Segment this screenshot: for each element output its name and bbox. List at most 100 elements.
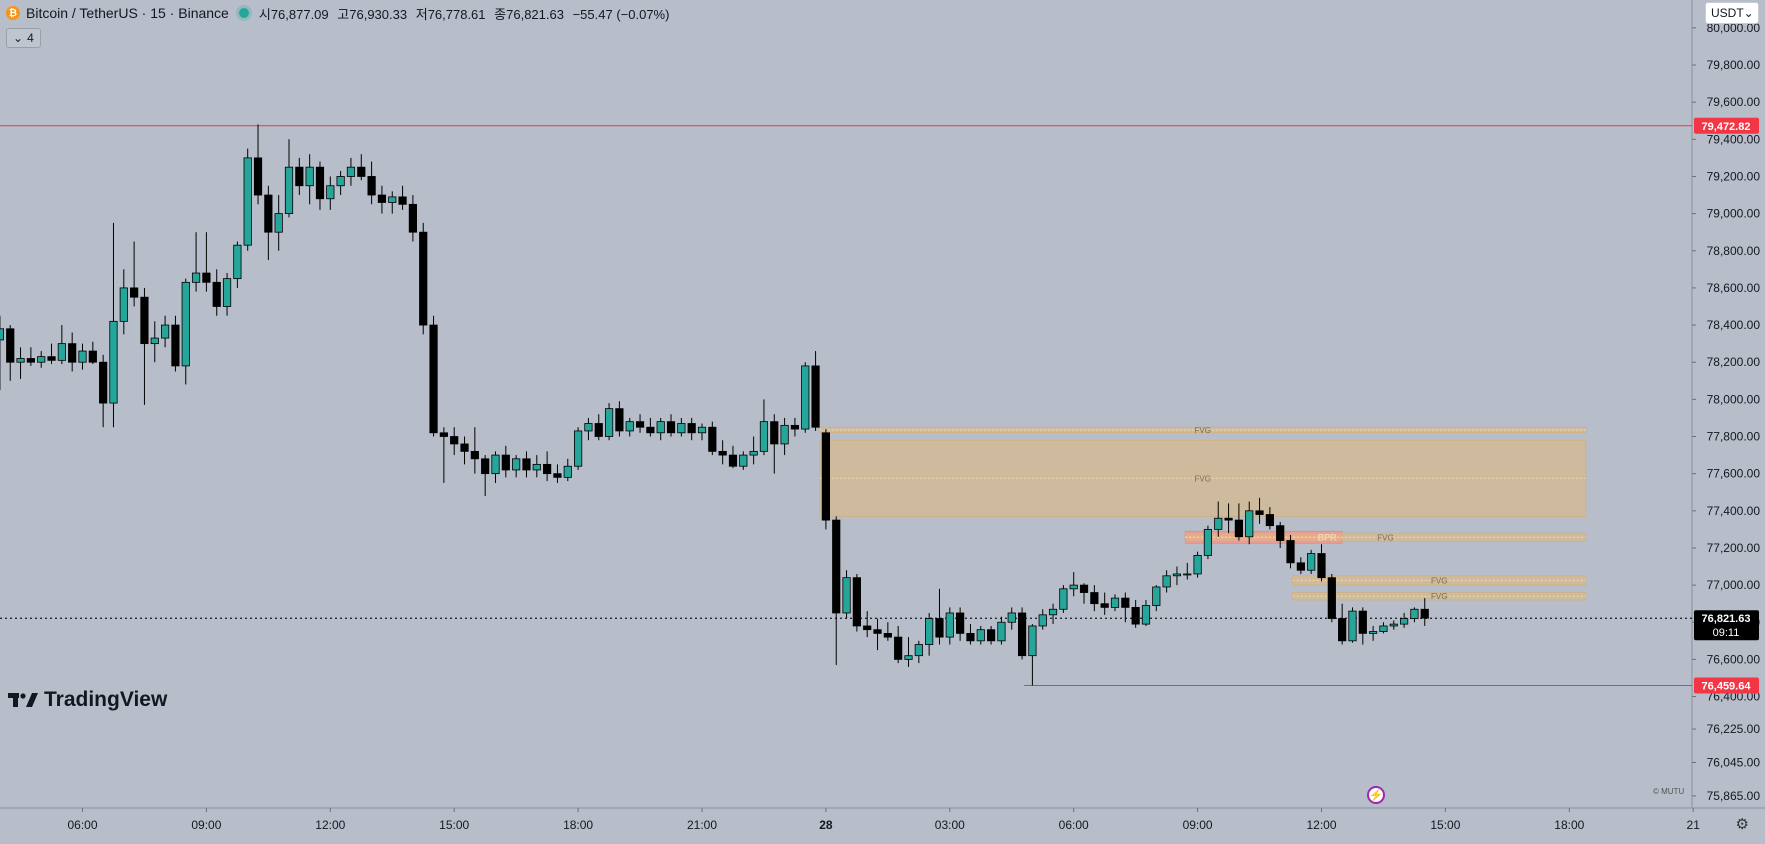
candle[interactable] — [6, 325, 15, 381]
candle[interactable] — [574, 427, 583, 470]
candle[interactable] — [470, 427, 479, 474]
candle[interactable] — [553, 464, 562, 483]
candle[interactable] — [68, 332, 77, 372]
candle[interactable] — [450, 427, 459, 456]
tradingview-logo[interactable]: TradingView — [8, 688, 167, 712]
candle[interactable] — [439, 427, 448, 483]
market-status-icon[interactable] — [238, 8, 249, 18]
candle[interactable] — [1224, 503, 1233, 534]
candle[interactable] — [1038, 609, 1047, 630]
candle[interactable] — [326, 176, 335, 210]
candle[interactable] — [202, 232, 211, 292]
candle[interactable] — [377, 185, 387, 214]
candle[interactable] — [109, 222, 118, 428]
candle[interactable] — [367, 161, 376, 205]
candle[interactable] — [1379, 622, 1388, 634]
candle[interactable] — [615, 401, 624, 437]
candle[interactable] — [604, 403, 614, 441]
candle[interactable] — [914, 640, 923, 664]
candle[interactable] — [1059, 585, 1068, 613]
candle[interactable] — [233, 241, 242, 288]
candle[interactable] — [1121, 592, 1130, 623]
candle[interactable] — [1172, 566, 1182, 586]
candle[interactable] — [1214, 501, 1223, 537]
candle[interactable] — [16, 347, 25, 379]
candle[interactable] — [842, 570, 851, 619]
candle[interactable] — [584, 417, 593, 441]
candle[interactable] — [388, 191, 397, 214]
lightning-icon[interactable]: ⚡ — [1367, 786, 1385, 804]
candle[interactable] — [966, 624, 975, 645]
candle[interactable] — [1400, 612, 1409, 628]
candle[interactable] — [811, 351, 820, 431]
candle[interactable] — [1234, 503, 1243, 541]
candle[interactable] — [925, 612, 934, 656]
candle[interactable] — [160, 315, 170, 348]
candle[interactable] — [697, 423, 707, 441]
candle[interactable] — [1048, 603, 1058, 625]
candle[interactable] — [171, 315, 180, 372]
candle[interactable] — [429, 315, 438, 437]
candle[interactable] — [264, 185, 273, 261]
candle[interactable] — [212, 269, 221, 316]
candle[interactable] — [883, 622, 892, 641]
candle[interactable] — [1183, 562, 1192, 580]
candle[interactable] — [635, 414, 645, 433]
candle[interactable] — [801, 362, 810, 433]
candle[interactable] — [852, 573, 861, 632]
candle[interactable] — [284, 139, 294, 218]
candle[interactable] — [1296, 557, 1305, 574]
symbol-title[interactable]: Bitcoin / TetherUS · 15 · Binance — [26, 5, 229, 21]
candle[interactable] — [1203, 525, 1213, 560]
candle[interactable] — [295, 157, 304, 196]
candle[interactable] — [1307, 549, 1316, 574]
candle[interactable] — [656, 417, 665, 441]
currency-select[interactable]: USDT ⌄ — [1705, 2, 1759, 24]
candle[interactable] — [790, 417, 800, 437]
candle[interactable] — [222, 273, 232, 316]
candle[interactable] — [491, 451, 500, 483]
candle[interactable] — [357, 154, 366, 181]
candle[interactable] — [78, 343, 87, 370]
candle[interactable] — [1265, 507, 1274, 530]
candle[interactable] — [863, 611, 872, 638]
candle[interactable] — [1141, 599, 1151, 626]
candle[interactable] — [130, 241, 139, 307]
candle[interactable] — [563, 458, 572, 482]
candle[interactable] — [1193, 551, 1202, 578]
gear-icon[interactable]: ⚙ — [1735, 816, 1749, 833]
candle[interactable] — [821, 429, 831, 530]
candle[interactable] — [1131, 599, 1140, 628]
candle[interactable] — [1007, 607, 1016, 630]
candle[interactable] — [646, 417, 655, 437]
candle[interactable] — [1348, 607, 1357, 643]
candle[interactable] — [253, 124, 263, 205]
candle[interactable] — [976, 625, 985, 645]
candle[interactable] — [935, 588, 944, 645]
candle[interactable] — [460, 436, 469, 465]
candle[interactable] — [677, 417, 686, 437]
candle[interactable] — [512, 455, 521, 478]
candle[interactable] — [997, 616, 1006, 645]
candle[interactable] — [1162, 570, 1171, 593]
candle[interactable] — [532, 455, 541, 478]
candle[interactable] — [1338, 603, 1347, 645]
candle[interactable] — [99, 354, 108, 428]
candle[interactable] — [1420, 598, 1429, 626]
candle[interactable] — [1327, 573, 1336, 623]
candle[interactable] — [956, 607, 965, 641]
candle[interactable] — [1358, 607, 1367, 645]
candle[interactable] — [0, 315, 5, 391]
candle[interactable] — [625, 417, 634, 437]
candle[interactable] — [88, 341, 97, 365]
candle[interactable] — [274, 195, 283, 251]
candle[interactable] — [594, 414, 603, 441]
candle[interactable] — [1389, 620, 1398, 630]
candle[interactable] — [904, 637, 913, 667]
candle[interactable] — [1410, 607, 1419, 623]
candle[interactable] — [346, 157, 356, 186]
candle[interactable] — [708, 421, 717, 456]
candle[interactable] — [894, 625, 903, 664]
candle[interactable] — [501, 445, 510, 478]
